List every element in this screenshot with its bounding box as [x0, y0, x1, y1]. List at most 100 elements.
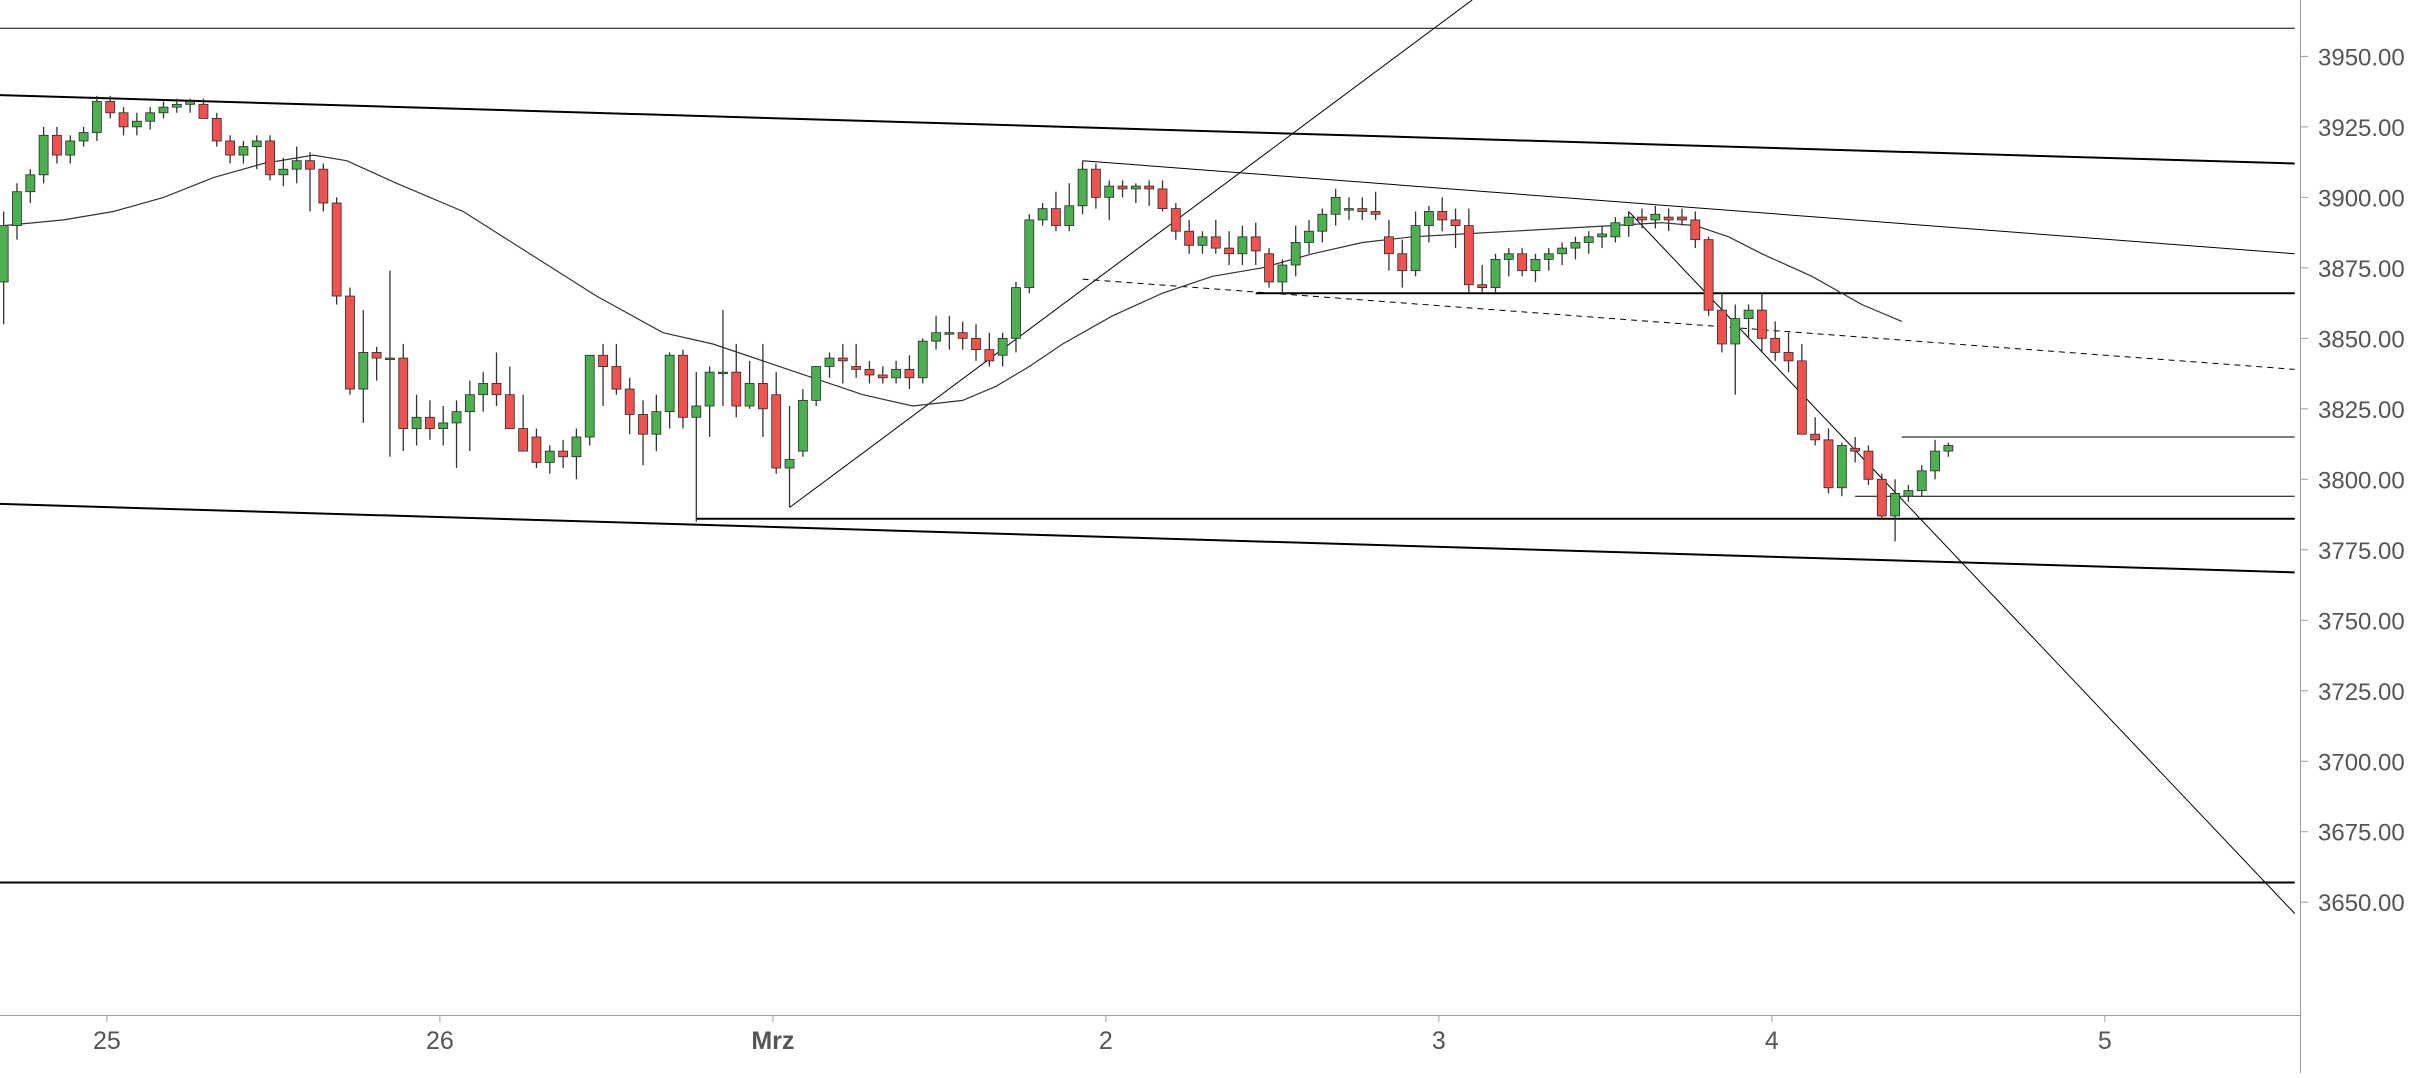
y-tick-label: 3750.00: [2318, 608, 2405, 635]
candle-body: [345, 295, 355, 390]
candle-body: [131, 120, 142, 128]
candle-67: [891, 360, 901, 384]
candle-137: [1823, 428, 1834, 494]
candle-140: [1863, 445, 1874, 485]
candle-73: [971, 324, 981, 361]
candle-124: [1650, 205, 1661, 229]
x-tick-label: 4: [1765, 1027, 1779, 1055]
candle-34: [451, 400, 462, 469]
candle-body: [198, 103, 209, 119]
candle-body: [1197, 236, 1208, 246]
candle-91: [1210, 219, 1221, 254]
candle-43: [571, 428, 582, 480]
y-tick-label: 3825.00: [2318, 397, 2405, 424]
candle-body: [1277, 264, 1288, 283]
candle-body: [291, 160, 302, 170]
candle-55: [731, 343, 742, 418]
x-tick-label: Mrz: [751, 1027, 794, 1055]
candle-body: [238, 146, 249, 156]
candle-49: [651, 394, 662, 452]
candle-body: [1610, 222, 1621, 238]
candle-100: [1330, 188, 1341, 226]
time-axis[interactable]: 25 26 Mrz 2 3 4 5: [93, 1015, 2112, 1055]
candle-103: [1370, 191, 1381, 220]
candle-114: [1517, 248, 1528, 277]
candle-body: [1623, 216, 1634, 226]
candle-body: [1477, 284, 1488, 288]
candle-19: [251, 135, 262, 170]
candle-body: [1690, 219, 1701, 241]
candle-70: [931, 315, 941, 350]
candle-60: [797, 389, 808, 457]
candle-body: [598, 354, 608, 367]
trendline-0[interactable]: [0, 93, 2295, 165]
candle-135: [1796, 343, 1807, 435]
candle-body: [65, 140, 76, 156]
trendline-9[interactable]: [789, 0, 1473, 508]
candle-body: [1317, 213, 1328, 232]
candle-body: [1557, 247, 1567, 255]
candle-116: [1543, 248, 1554, 271]
candle-85: [1130, 183, 1141, 203]
candle-body: [464, 394, 475, 413]
trendline-1[interactable]: [0, 502, 2295, 574]
y-tick-label: 3775.00: [2318, 538, 2405, 565]
candle-24: [318, 163, 329, 212]
candle-131: [1743, 304, 1754, 339]
candle-body: [1344, 208, 1354, 211]
candle-body: [571, 436, 582, 458]
candle-40: [531, 428, 542, 469]
candle-69: [917, 338, 928, 384]
candle-body: [1290, 242, 1301, 266]
candle-body: [1717, 309, 1727, 345]
candle-47: [624, 377, 635, 435]
candle-117: [1557, 242, 1567, 266]
candle-80: [1064, 183, 1075, 232]
candle-37: [491, 352, 502, 406]
candle-body: [1410, 225, 1421, 272]
candle-21: [278, 157, 289, 187]
candle-59: [784, 406, 795, 508]
candle-body: [171, 103, 182, 108]
candle-17: [225, 135, 236, 164]
candle-115: [1530, 253, 1541, 282]
candle-57: [758, 343, 768, 438]
candle-33: [438, 406, 449, 446]
candle-body: [837, 357, 848, 362]
candle-body: [1424, 211, 1434, 226]
x-tick-label: 3: [1432, 1027, 1446, 1055]
candle-body: [1677, 216, 1687, 221]
candle-16: [211, 112, 222, 147]
price-axis[interactable]: 3950.00 3925.00 3900.00 3875.00 3850.00 3825.…: [2300, 44, 2405, 917]
candle-body: [78, 132, 89, 142]
candle-87: [1157, 180, 1168, 212]
candle-body: [118, 112, 129, 128]
candle-48: [638, 400, 648, 466]
candle-45: [598, 343, 608, 406]
candle-body: [1517, 253, 1528, 272]
candle-23: [305, 152, 315, 212]
candle-71: [944, 315, 955, 350]
trendline-10[interactable]: [1628, 211, 2296, 914]
candle-body: [145, 112, 156, 122]
candle-body: [265, 140, 275, 176]
trendline-8[interactable]: [1082, 160, 2295, 255]
candle-body: [1570, 242, 1581, 249]
candle-body: [1597, 233, 1607, 238]
plot-area[interactable]: [0, 0, 2296, 914]
candle-13: [171, 98, 182, 113]
trendline-11[interactable]: [1082, 278, 2295, 370]
candle-body: [1357, 208, 1368, 212]
candle-121: [1610, 217, 1621, 243]
candle-body: [584, 354, 595, 438]
candle-body: [1250, 236, 1261, 252]
candle-1: [12, 183, 22, 240]
candle-body: [385, 357, 395, 360]
candle-119: [1583, 231, 1594, 254]
candle-18: [238, 140, 249, 164]
candle-83: [1104, 180, 1115, 220]
candle-10: [131, 112, 142, 136]
candle-36: [478, 372, 489, 412]
candle-body: [1890, 493, 1900, 517]
